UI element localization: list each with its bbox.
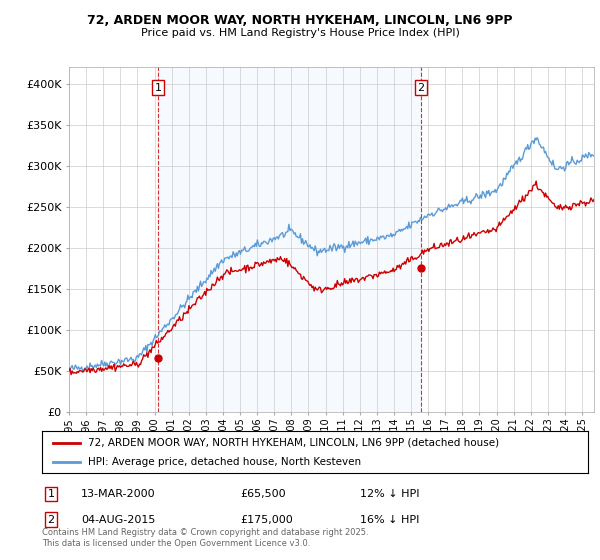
Text: Contains HM Land Registry data © Crown copyright and database right 2025.
This d: Contains HM Land Registry data © Crown c…: [42, 528, 368, 548]
Text: 13-MAR-2000: 13-MAR-2000: [81, 489, 155, 499]
Text: 12% ↓ HPI: 12% ↓ HPI: [360, 489, 419, 499]
Text: 1: 1: [154, 83, 161, 93]
Text: Price paid vs. HM Land Registry's House Price Index (HPI): Price paid vs. HM Land Registry's House …: [140, 28, 460, 38]
Text: 16% ↓ HPI: 16% ↓ HPI: [360, 515, 419, 525]
Text: £65,500: £65,500: [240, 489, 286, 499]
Text: 72, ARDEN MOOR WAY, NORTH HYKEHAM, LINCOLN, LN6 9PP (detached house): 72, ARDEN MOOR WAY, NORTH HYKEHAM, LINCO…: [88, 437, 500, 447]
Text: 72, ARDEN MOOR WAY, NORTH HYKEHAM, LINCOLN, LN6 9PP: 72, ARDEN MOOR WAY, NORTH HYKEHAM, LINCO…: [87, 14, 513, 27]
Text: 2: 2: [418, 83, 425, 93]
Text: 2: 2: [47, 515, 55, 525]
Text: £175,000: £175,000: [240, 515, 293, 525]
Bar: [158, 67, 421, 412]
Text: 04-AUG-2015: 04-AUG-2015: [81, 515, 155, 525]
Text: HPI: Average price, detached house, North Kesteven: HPI: Average price, detached house, Nort…: [88, 457, 362, 467]
Text: 1: 1: [47, 489, 55, 499]
